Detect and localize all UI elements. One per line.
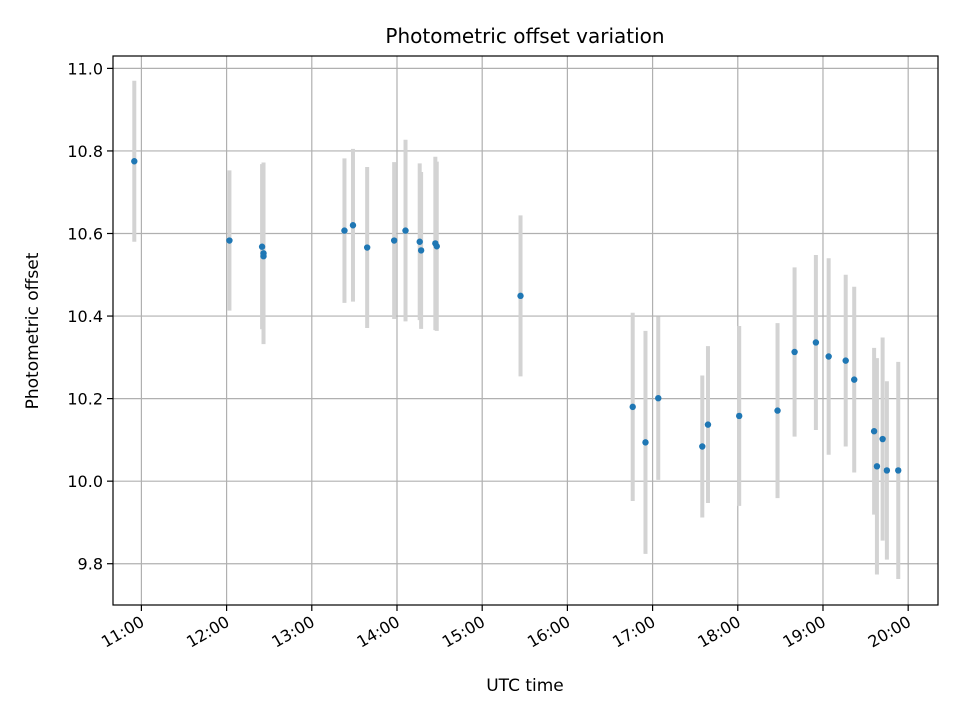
y-tick-label: 10.2 — [67, 390, 103, 409]
data-point — [402, 227, 409, 234]
data-point — [873, 463, 881, 470]
chart-title: Photometric offset variation — [385, 24, 664, 48]
plot-frame — [112, 55, 939, 606]
data-point — [258, 243, 266, 250]
data-point — [851, 376, 858, 383]
data-point — [699, 443, 706, 450]
data-point — [791, 348, 798, 356]
data-point — [895, 467, 902, 474]
data-point — [131, 158, 138, 165]
y-tick-label: 10.0 — [67, 472, 103, 491]
data-point — [341, 227, 348, 234]
data-point — [879, 435, 886, 443]
data-point — [870, 428, 878, 435]
data-point — [812, 339, 820, 346]
data-point — [417, 247, 425, 254]
y-axis-title: Photometric offset — [23, 252, 43, 409]
data-point — [842, 357, 849, 364]
y-tick-label: 9.8 — [78, 555, 103, 574]
data-point — [390, 237, 398, 244]
data-point — [416, 238, 423, 245]
data-point — [655, 394, 662, 402]
y-tick-label: 10.6 — [67, 224, 103, 243]
data-point — [433, 243, 440, 250]
x-axis-title: UTC time — [486, 676, 564, 696]
y-tick-label: 10.8 — [67, 142, 103, 161]
data-point — [825, 353, 832, 360]
grid — [113, 56, 938, 605]
y-tick-label: 11.0 — [67, 59, 103, 78]
data-point — [629, 403, 636, 411]
y-tick-label: 10.4 — [67, 307, 103, 326]
data-point — [642, 439, 649, 446]
data-point — [736, 412, 743, 420]
data-point — [704, 421, 712, 428]
data-point — [349, 222, 357, 229]
data-points — [131, 158, 902, 474]
y-axis-ticks: 9.8 10.0 10.2 10.4 10.6 10.8 11.0 — [67, 59, 113, 574]
data-point — [226, 237, 233, 244]
data-point — [260, 252, 267, 260]
data-point — [517, 292, 524, 300]
data-point — [883, 467, 891, 474]
data-point — [363, 244, 371, 251]
data-point — [774, 407, 781, 414]
